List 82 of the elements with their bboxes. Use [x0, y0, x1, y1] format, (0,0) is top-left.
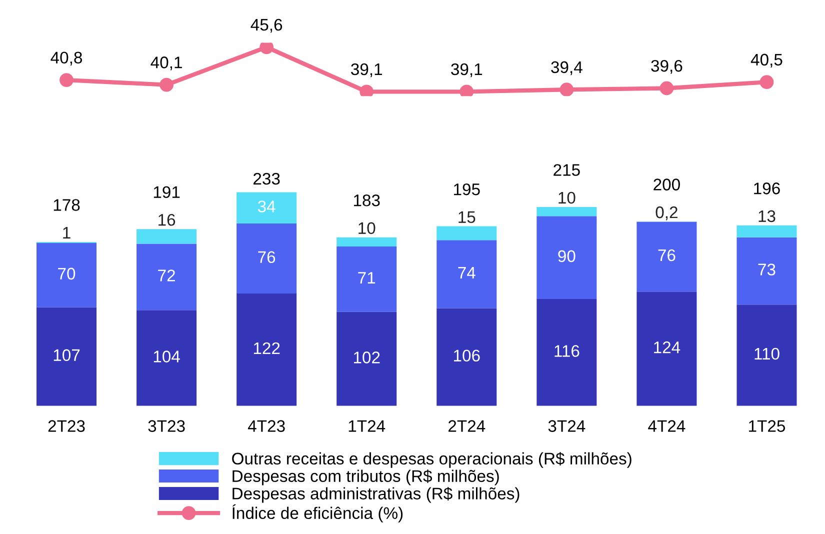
x-tick-label: 1T24: [348, 420, 386, 432]
data-label: 40,8: [50, 52, 82, 66]
data-label: 40,5: [750, 54, 782, 68]
data-label: 106: [454, 350, 480, 362]
point: [360, 84, 374, 96]
bar: [436, 308, 497, 406]
data-label: 76: [258, 251, 276, 264]
bar: [736, 304, 797, 406]
legend-label: Índice de eficiência (%): [232, 504, 403, 522]
bar: [136, 244, 197, 310]
legend-label: Outras receitas e despesas operacionais (R$ milhões): [232, 452, 632, 468]
data-label: 15: [458, 211, 476, 224]
total-label: 215: [554, 164, 580, 176]
data-label: 45,6: [250, 18, 282, 33]
point: [160, 78, 174, 92]
x-tick-label: 2T24: [448, 420, 486, 432]
data-label: 90: [558, 250, 576, 262]
bar: [336, 312, 397, 406]
bar: [236, 294, 297, 406]
bar: [436, 240, 497, 308]
data-label: 34: [258, 200, 276, 212]
bar: [136, 229, 197, 244]
point: [460, 84, 474, 96]
bar: [536, 216, 597, 300]
bar: [36, 242, 97, 308]
data-label: 39,6: [651, 60, 682, 74]
data-label: 71: [358, 272, 376, 284]
data-label: 16: [158, 214, 176, 226]
x-tick-label: 3T23: [148, 420, 185, 432]
data-label: 70: [58, 268, 76, 280]
total-label: 195: [454, 183, 480, 196]
x-tick-label: 2T23: [48, 420, 85, 432]
point: [760, 75, 774, 90]
data-label: 39,4: [551, 61, 582, 76]
data-label: 10: [358, 222, 376, 234]
data-label: 1: [63, 227, 70, 238]
data-label: 0,2: [656, 206, 678, 220]
data-label: 72: [158, 270, 175, 282]
bar: [736, 225, 797, 238]
data-label: 116: [554, 345, 580, 357]
bar: [336, 237, 397, 247]
point: [60, 73, 74, 87]
total-label: 178: [54, 199, 80, 211]
data-label: 122: [254, 342, 280, 354]
bar: [236, 224, 297, 294]
data-label: 76: [658, 249, 676, 262]
data-label: 13: [758, 210, 776, 222]
data-label: 73: [758, 264, 776, 276]
bar: [536, 206, 597, 216]
total-label: 233: [254, 172, 280, 185]
data-label: 110: [754, 348, 780, 360]
data-label: 39,1: [351, 63, 382, 78]
bar: [636, 222, 697, 292]
legend-label: Despesas administrativas (R$ milhões): [232, 486, 520, 503]
data-label: 124: [654, 341, 680, 354]
bar: [336, 246, 397, 312]
bar: [536, 299, 597, 406]
bar: [236, 192, 297, 224]
total-label: 191: [154, 186, 180, 198]
x-tick-label: 4T23: [248, 420, 285, 432]
bar: [736, 237, 797, 305]
total-label: 196: [754, 182, 780, 194]
data-label: 104: [154, 350, 180, 362]
legend-label: Despesas com tributos (R$ milhões): [232, 470, 499, 486]
data-label: 10: [558, 192, 576, 204]
data-label: 40,1: [150, 56, 182, 70]
x-tick-label: 1T25: [749, 420, 786, 432]
total-label: 183: [354, 194, 380, 206]
x-tick-label: 3T24: [548, 420, 586, 432]
data-label: 102: [354, 352, 380, 364]
data-label: 74: [458, 267, 476, 278]
bar: [436, 226, 497, 240]
point: [560, 82, 574, 96]
point: [660, 81, 674, 96]
data-label: 107: [54, 349, 80, 362]
bar: [636, 292, 697, 406]
x-tick-label: 4T24: [648, 420, 686, 432]
bar: [136, 310, 197, 406]
bar: [36, 307, 97, 406]
point: [260, 42, 274, 54]
total-label: 200: [654, 178, 680, 190]
data-label: 39,1: [451, 63, 482, 78]
